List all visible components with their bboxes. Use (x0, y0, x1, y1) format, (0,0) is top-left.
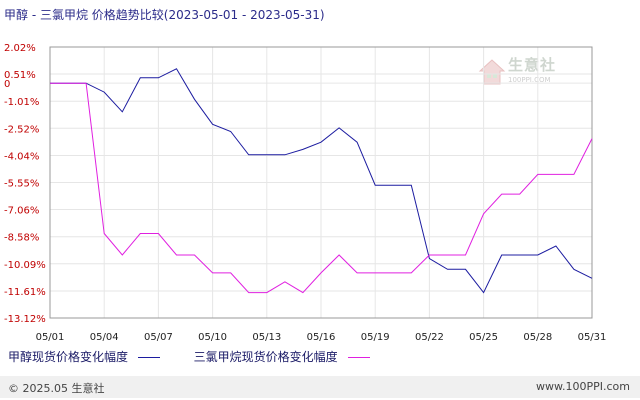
x-tick-label: 05/07 (144, 332, 173, 343)
watermark-sub: 100PPI.COM (508, 76, 551, 84)
y-tick-label: -5.55% (4, 179, 39, 190)
legend-item-chloroform: 三氯甲烷现货价格变化幅度 (194, 348, 370, 365)
y-tick-label: -7.06% (4, 206, 39, 217)
x-tick-label: 05/19 (361, 332, 390, 343)
y-tick-label: -13.12% (4, 314, 46, 325)
y-tick-label: 0 (4, 79, 10, 90)
x-tick-label: 05/13 (252, 332, 281, 343)
house-logo-icon (478, 59, 506, 85)
x-tick-label: 05/28 (523, 332, 552, 343)
legend: 甲醇现货价格变化幅度 三氯甲烷现货价格变化幅度 (8, 348, 400, 365)
copyright-text: © 2025.05 生意社 (8, 382, 105, 395)
y-tick-label: -1.01% (4, 97, 39, 108)
watermark: 生意社 100PPI.COM (478, 54, 578, 94)
legend-label-methanol: 甲醇现货价格变化幅度 (8, 350, 129, 364)
x-tick-label: 05/22 (415, 332, 444, 343)
y-tick-label: 0.51% (4, 70, 36, 81)
footer-bar: © 2025.05 生意社 www.100PPI.com (0, 376, 640, 398)
watermark-text: 生意社 (508, 56, 557, 74)
y-tick-label: -2.52% (4, 124, 39, 135)
series-lines (50, 68, 593, 294)
series-line-chloroform (50, 82, 593, 294)
y-tick-label: -10.09% (4, 260, 46, 271)
y-tick-label: 2.02% (4, 43, 36, 54)
chart-title: 甲醇 - 三氯甲烷 价格趋势比较(2023-05-01 - 2023-05-31… (4, 8, 325, 22)
legend-swatch-methanol (137, 357, 160, 358)
x-axis-ticks: 05/01 05/04 05/07 05/10 05/13 05/16 05/19 05/22… (36, 332, 607, 343)
site-link[interactable]: www.100PPI.com (536, 380, 630, 393)
x-tick-label: 05/10 (198, 332, 227, 343)
x-tick-label: 05/01 (36, 332, 65, 343)
legend-swatch-chloroform (347, 357, 370, 358)
x-tick-label: 05/04 (90, 332, 119, 343)
y-tick-label: -8.58% (4, 233, 39, 244)
legend-label-chloroform: 三氯甲烷现货价格变化幅度 (193, 350, 338, 364)
legend-item-methanol: 甲醇现货价格变化幅度 (8, 348, 160, 365)
y-tick-label: -11.61% (4, 287, 46, 298)
series-line-methanol (50, 68, 593, 294)
grid (49, 46, 593, 319)
x-tick-label: 05/16 (307, 332, 336, 343)
y-tick-label: -4.04% (4, 151, 39, 162)
x-tick-label: 05/25 (469, 332, 498, 343)
x-tick-label: 05/31 (578, 332, 607, 343)
plot-frame (49, 46, 593, 319)
y-axis-ticks: 2.02% 0.51%0 -1.01% -2.52% -4.04% -5.55% -7.06… (4, 43, 46, 325)
